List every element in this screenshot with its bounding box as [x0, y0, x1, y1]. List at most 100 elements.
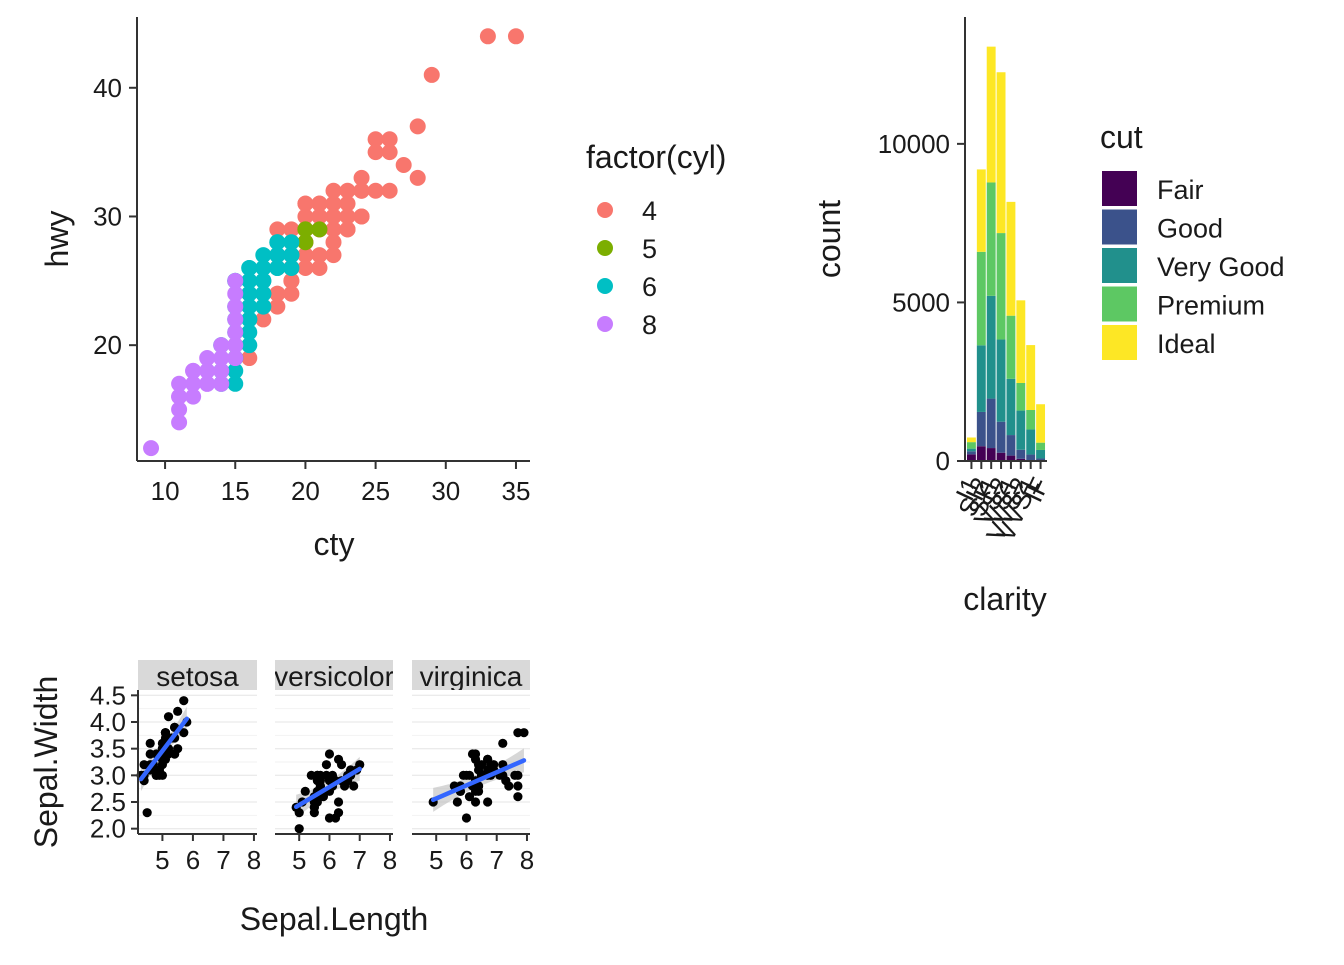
- iris-strip-label-versicolor: versicolor: [274, 661, 394, 692]
- diamonds-bar-vs2-ideal: [997, 72, 1006, 233]
- iris-point-versicolor: [334, 755, 343, 764]
- mpg-x-tick-label: 25: [361, 476, 390, 506]
- mpg-point-cyl-5: [297, 221, 313, 237]
- mpg-point-cyl-4: [410, 170, 426, 186]
- diamonds-bar-if-premium: [1036, 443, 1045, 450]
- diamonds-bar-if-very-good: [1036, 450, 1045, 458]
- iris-point-virginica: [513, 781, 522, 790]
- diamonds-legend-label-good: Good: [1157, 214, 1223, 244]
- diamonds-legend-label-very-good: Very Good: [1157, 252, 1285, 282]
- mpg-legend-key-5: [597, 240, 613, 256]
- iris-point-setosa: [164, 712, 173, 721]
- diamonds-y-tick-label: 0: [936, 446, 950, 476]
- iris-x-tick-label: 8: [520, 845, 534, 875]
- mpg-points: [143, 28, 524, 456]
- iris-point-setosa: [146, 739, 155, 748]
- iris-y-tick-label: 3.5: [90, 734, 126, 764]
- mpg-point-cyl-4: [410, 118, 426, 134]
- mpg-y-tick-label: 20: [93, 330, 122, 360]
- mpg-point-cyl-8: [227, 299, 243, 315]
- diamonds-legend-key-ideal: [1102, 325, 1137, 360]
- diamonds-bar-vvs2-good: [1016, 450, 1025, 459]
- diamonds-bar-vs2-good: [997, 422, 1006, 453]
- iris-point-virginica: [483, 797, 492, 806]
- iris-point-virginica: [504, 781, 513, 790]
- diamonds-bar-si2-very-good: [977, 345, 986, 412]
- mpg-point-cyl-4: [396, 157, 412, 173]
- iris-point-virginica: [468, 749, 477, 758]
- mpg-point-cyl-4: [297, 196, 313, 212]
- diamonds-bar-vs2-fair: [997, 453, 1006, 461]
- mpg-point-cyl-6: [283, 247, 299, 263]
- diamonds-legend-key-very-good: [1102, 248, 1137, 283]
- diamonds-legend-label-premium: Premium: [1157, 291, 1265, 321]
- diamonds-bar-si2-ideal: [977, 169, 986, 251]
- diamonds-y-tick-label: 10000: [878, 129, 950, 159]
- mpg-legend-label-5: 5: [642, 234, 657, 264]
- mpg-point-cyl-4: [340, 221, 356, 237]
- diamonds-bar-si1-premium: [987, 182, 996, 295]
- mpg-point-cyl-4: [508, 28, 524, 44]
- diamonds-bar-vs1-ideal: [1006, 202, 1015, 316]
- mpg-point-cyl-6: [269, 234, 285, 250]
- mpg-point-cyl-5: [311, 221, 327, 237]
- diamonds-bar-si1-fair: [987, 448, 996, 461]
- diamonds-legend-key-good: [1102, 210, 1137, 245]
- iris-point-versicolor: [295, 824, 304, 833]
- diamonds-bar-i1-good: [967, 451, 976, 454]
- iris-y-tick-label: 4.5: [90, 680, 126, 710]
- mpg-y-axis-title: hwy: [39, 211, 75, 268]
- diamonds-bar-vvs1-good: [1026, 455, 1035, 461]
- iris-point-virginica: [483, 755, 492, 764]
- iris-point-virginica: [498, 739, 507, 748]
- mpg-point-cyl-6: [255, 299, 271, 315]
- iris-y-axis-title: Sepal.Width: [28, 676, 64, 849]
- mpg-point-cyl-4: [326, 208, 342, 224]
- mpg-point-cyl-4: [480, 28, 496, 44]
- diamonds-legend-title: cut: [1100, 119, 1143, 155]
- iris-x-tick-label: 8: [383, 845, 397, 875]
- diamonds-legend-key-premium: [1102, 287, 1137, 322]
- diamonds-bars: [967, 47, 1045, 461]
- mpg-legend-title: factor(cyl): [586, 139, 726, 175]
- diamonds-bar-si2-good: [977, 412, 986, 446]
- mpg-point-cyl-6: [241, 273, 257, 289]
- mpg-point-cyl-8: [171, 414, 187, 430]
- diamonds-y-tick-label: 5000: [892, 287, 950, 317]
- diamonds-bar-si2-fair: [977, 446, 986, 461]
- iris-x-tick-label: 5: [155, 845, 169, 875]
- diamonds-bar-if-ideal: [1036, 404, 1045, 442]
- mpg-point-cyl-8: [213, 337, 229, 353]
- iris-y-axis: 2.02.53.03.54.04.5: [90, 680, 138, 843]
- iris-point-versicolor: [301, 787, 310, 796]
- iris-point-setosa: [173, 744, 182, 753]
- mpg-point-cyl-4: [311, 260, 327, 276]
- diamonds-bar-i1-premium: [967, 442, 976, 449]
- mpg-x-tick-label: 15: [221, 476, 250, 506]
- mpg-point-cyl-8: [213, 363, 229, 379]
- iris-point-virginica: [471, 797, 480, 806]
- iris-point-setosa: [173, 707, 182, 716]
- mpg-point-cyl-4: [297, 260, 313, 276]
- diamonds-y-axis-title: count: [811, 200, 847, 278]
- iris-point-virginica: [459, 771, 468, 780]
- mpg-point-cyl-6: [241, 324, 257, 340]
- diamonds-bar-vvs1-premium: [1026, 410, 1035, 430]
- diamonds-bar-vs1-good: [1006, 435, 1015, 456]
- mpg-point-cyl-8: [199, 350, 215, 366]
- mpg-point-cyl-8: [171, 389, 187, 405]
- diamonds-bar-si2-premium: [977, 252, 986, 346]
- mpg-legend-key-4: [597, 202, 613, 218]
- iris-point-virginica: [513, 792, 522, 801]
- iris-x-tick-label: 5: [292, 845, 306, 875]
- iris-point-virginica: [513, 771, 522, 780]
- mpg-legend-label-4: 4: [642, 196, 657, 226]
